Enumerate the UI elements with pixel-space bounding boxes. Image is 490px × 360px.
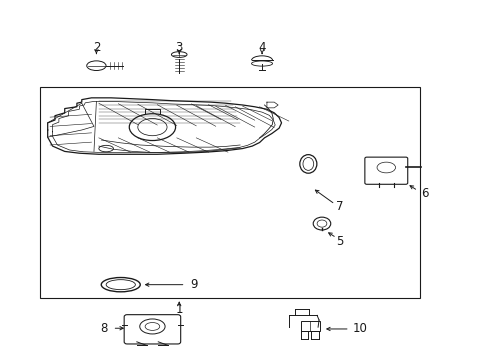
Text: 10: 10: [352, 323, 367, 336]
Text: 5: 5: [336, 235, 343, 248]
Bar: [40, 87, 420, 298]
Text: 1: 1: [175, 303, 183, 316]
Text: 7: 7: [336, 200, 344, 213]
Text: 2: 2: [93, 41, 100, 54]
Text: 8: 8: [100, 322, 108, 335]
Text: 3: 3: [175, 41, 183, 54]
Text: 6: 6: [421, 187, 429, 200]
Text: 4: 4: [258, 41, 266, 54]
Text: 9: 9: [191, 278, 198, 291]
Bar: [301, 321, 319, 331]
